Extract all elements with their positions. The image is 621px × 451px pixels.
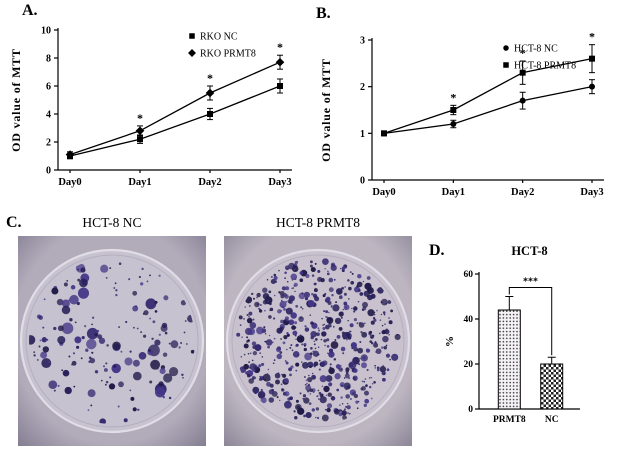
svg-text:1: 1 bbox=[360, 129, 365, 140]
sig-asterisk: * bbox=[589, 30, 595, 44]
sig-asterisk: * bbox=[520, 46, 526, 60]
svg-text:RKO PRMT8: RKO PRMT8 bbox=[200, 49, 256, 60]
svg-text:0: 0 bbox=[46, 166, 51, 177]
svg-text:8: 8 bbox=[46, 54, 51, 65]
svg-text:%: % bbox=[444, 336, 456, 347]
series-hct-8-nc bbox=[381, 79, 595, 137]
svg-text:20: 20 bbox=[464, 360, 474, 370]
axes: 0 2 4 6 8 10 Day0 Day1 Day2 Day3 bbox=[41, 26, 292, 188]
svg-text:4: 4 bbox=[46, 110, 51, 121]
svg-text:Day1: Day1 bbox=[128, 177, 151, 188]
svg-text:60: 60 bbox=[464, 270, 474, 280]
plate-title-hct8-nc: HCT-8 NC bbox=[82, 215, 142, 230]
axes: 0 1 2 3 Day0 Day1 Day2 Day3 bbox=[360, 36, 604, 198]
colony-percentage-bar-chart: HCT-8 0 20 40 60% PRMT8 NC *** bbox=[444, 244, 580, 425]
bars: PRMT8 NC bbox=[493, 296, 564, 425]
sig-asterisk: * bbox=[207, 71, 213, 85]
svg-text:HCT-8 PRMT8: HCT-8 PRMT8 bbox=[514, 61, 576, 72]
svg-text:Day2: Day2 bbox=[511, 187, 534, 198]
svg-text:PRMT8: PRMT8 bbox=[493, 415, 526, 425]
photo-vignette bbox=[18, 236, 206, 446]
svg-text:2: 2 bbox=[46, 138, 51, 149]
svg-text:0: 0 bbox=[360, 176, 365, 187]
svg-text:Day0: Day0 bbox=[58, 177, 81, 188]
colony-plate-hct8-nc bbox=[18, 236, 206, 446]
series-hct-8-prmt8 bbox=[381, 44, 595, 137]
plate-title-hct8-prmt8: HCT-8 PRMT8 bbox=[276, 215, 360, 230]
significance-bracket: *** bbox=[508, 277, 553, 356]
svg-text:3: 3 bbox=[360, 36, 365, 47]
svg-text:Day1: Day1 bbox=[442, 187, 465, 198]
bar-chart-title: HCT-8 bbox=[511, 244, 547, 258]
panel-label-a: A. bbox=[22, 2, 38, 19]
panel-label-c: C. bbox=[6, 214, 22, 231]
photo-vignette bbox=[224, 236, 412, 446]
sig-asterisk: * bbox=[450, 90, 456, 104]
svg-text:RKO NC: RKO NC bbox=[200, 32, 238, 43]
svg-text:NC: NC bbox=[545, 415, 559, 425]
panel-label-d: D. bbox=[429, 242, 445, 259]
sig-asterisk: * bbox=[277, 40, 283, 54]
panel-label-b: B. bbox=[316, 5, 331, 22]
colony-plate-hct8-prmt8 bbox=[224, 236, 412, 446]
svg-text:Day2: Day2 bbox=[198, 177, 221, 188]
svg-text:2: 2 bbox=[360, 82, 365, 93]
legend: HCT-8 NC HCT-8 PRMT8 bbox=[503, 44, 576, 72]
svg-text:Day3: Day3 bbox=[268, 177, 291, 188]
mtt-line-chart-rko: 0 2 4 6 8 10 Day0 Day1 Day2 Day3 OD value of MTT * *… bbox=[9, 26, 292, 188]
svg-text:Day0: Day0 bbox=[372, 187, 395, 198]
svg-text:40: 40 bbox=[464, 315, 474, 325]
svg-text:OD value of MTT: OD value of MTT bbox=[9, 48, 23, 152]
svg-text:HCT-8 NC: HCT-8 NC bbox=[514, 44, 558, 55]
svg-text:OD value of MTT: OD value of MTT bbox=[319, 58, 333, 162]
svg-text:10: 10 bbox=[41, 26, 51, 37]
svg-text:0: 0 bbox=[468, 405, 473, 415]
series-rko-prmt8 bbox=[65, 54, 285, 159]
sig-asterisk: * bbox=[137, 111, 143, 125]
svg-text:6: 6 bbox=[46, 82, 51, 93]
legend: RKO NC RKO PRMT8 bbox=[188, 32, 256, 60]
series-rko-nc bbox=[67, 78, 283, 160]
svg-text:Day3: Day3 bbox=[580, 187, 603, 198]
svg-text:***: *** bbox=[523, 277, 538, 288]
